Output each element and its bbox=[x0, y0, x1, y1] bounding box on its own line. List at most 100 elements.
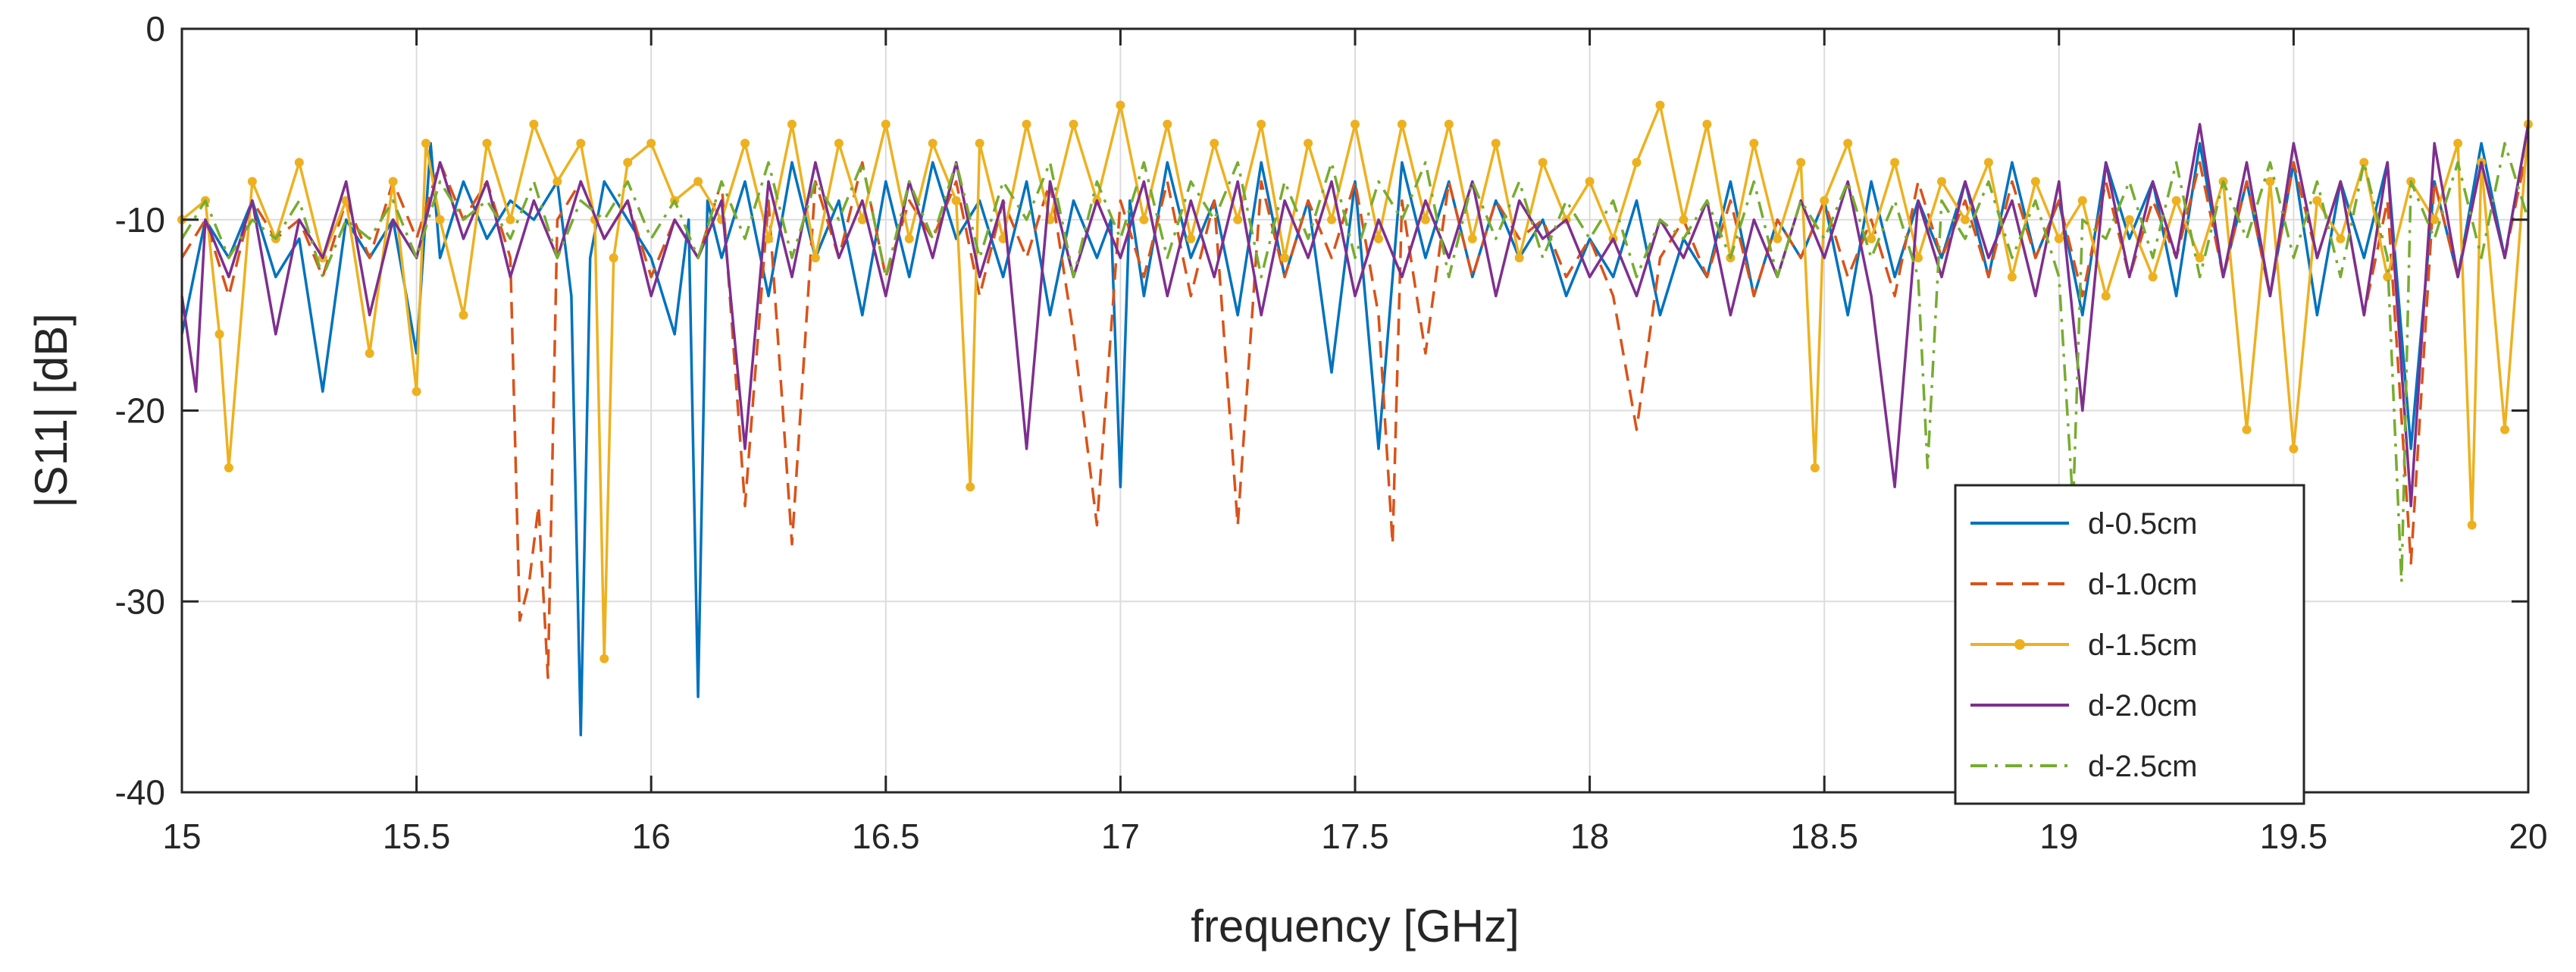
point-d-1.5cm-30 bbox=[787, 119, 797, 129]
x-tick-label-8: 19 bbox=[2039, 817, 2078, 856]
series-d-1.5cm bbox=[177, 100, 2533, 663]
point-d-1.5cm-49 bbox=[1210, 139, 1219, 149]
point-d-1.5cm-59 bbox=[1444, 119, 1454, 129]
point-d-1.5cm-9 bbox=[365, 348, 374, 358]
series-line-d-2.0cm bbox=[180, 123, 2530, 508]
series-line-d-2.5cm bbox=[180, 142, 2530, 584]
point-d-1.5cm-47 bbox=[1163, 119, 1172, 129]
point-d-1.5cm-97 bbox=[2312, 196, 2322, 205]
point-d-1.5cm-103 bbox=[2453, 139, 2463, 149]
point-d-1.5cm-45 bbox=[1116, 100, 1125, 110]
series-line-d-1.5cm bbox=[180, 103, 2530, 660]
point-d-1.5cm-63 bbox=[1538, 158, 1548, 168]
x-tick-label-3: 16.5 bbox=[852, 817, 920, 856]
y-tick-label-2: -20 bbox=[115, 391, 165, 431]
point-d-1.5cm-12 bbox=[421, 139, 430, 149]
point-d-1.5cm-88 bbox=[2101, 291, 2111, 301]
point-d-1.5cm-69 bbox=[1679, 215, 1689, 224]
point-d-1.5cm-51 bbox=[1257, 119, 1266, 129]
point-d-1.5cm-39 bbox=[975, 139, 984, 149]
point-d-1.5cm-53 bbox=[1304, 139, 1313, 149]
point-d-1.5cm-54 bbox=[1327, 215, 1337, 224]
y-tick-label-0: 0 bbox=[146, 9, 165, 49]
point-d-1.5cm-78 bbox=[1867, 234, 1876, 243]
point-d-1.5cm-98 bbox=[2336, 234, 2346, 243]
point-d-1.5cm-83 bbox=[1983, 158, 1993, 168]
point-d-1.5cm-2 bbox=[214, 329, 224, 339]
point-d-1.5cm-36 bbox=[928, 139, 937, 149]
point-d-1.5cm-28 bbox=[740, 139, 750, 149]
point-d-1.5cm-76 bbox=[1820, 196, 1829, 205]
legend-label-d-1.5cm: d-1.5cm bbox=[2088, 629, 2198, 662]
point-d-1.5cm-82 bbox=[1960, 215, 1970, 224]
point-d-1.5cm-104 bbox=[2467, 520, 2477, 530]
y-axis-label: |S11| [dB] bbox=[26, 313, 77, 508]
point-d-1.5cm-18 bbox=[552, 177, 562, 187]
point-d-1.5cm-86 bbox=[2054, 234, 2064, 243]
x-tick-label-0: 15 bbox=[162, 817, 201, 856]
point-d-1.5cm-89 bbox=[2124, 215, 2134, 224]
point-d-1.5cm-85 bbox=[2030, 177, 2040, 187]
point-d-1.5cm-79 bbox=[1890, 158, 1900, 168]
series-layer bbox=[177, 100, 2533, 737]
point-d-1.5cm-3 bbox=[224, 463, 233, 473]
point-d-1.5cm-60 bbox=[1467, 234, 1477, 243]
point-d-1.5cm-52 bbox=[1280, 253, 1290, 263]
point-d-1.5cm-4 bbox=[247, 177, 257, 187]
point-d-1.5cm-80 bbox=[1914, 253, 1923, 263]
point-d-1.5cm-19 bbox=[576, 139, 586, 149]
point-d-1.5cm-61 bbox=[1491, 139, 1501, 149]
point-d-1.5cm-46 bbox=[1139, 215, 1149, 224]
x-tick-label-7: 18.5 bbox=[1790, 817, 1858, 856]
point-d-1.5cm-55 bbox=[1351, 119, 1360, 129]
point-d-1.5cm-50 bbox=[1233, 215, 1243, 224]
y-tick-label-3: -30 bbox=[115, 582, 165, 621]
point-d-1.5cm-21 bbox=[599, 654, 609, 663]
point-d-1.5cm-37 bbox=[951, 196, 961, 205]
point-d-1.5cm-13 bbox=[435, 215, 445, 224]
point-d-1.5cm-92 bbox=[2195, 253, 2205, 263]
x-tick-label-5: 17.5 bbox=[1321, 817, 1389, 856]
point-d-1.5cm-99 bbox=[2359, 158, 2369, 168]
point-d-1.5cm-73 bbox=[1773, 234, 1783, 243]
point-d-1.5cm-6 bbox=[294, 158, 304, 168]
point-d-1.5cm-29 bbox=[764, 234, 773, 243]
point-d-1.5cm-16 bbox=[505, 215, 515, 224]
point-d-1.5cm-32 bbox=[834, 139, 844, 149]
point-d-1.5cm-95 bbox=[2265, 177, 2275, 187]
point-d-1.5cm-43 bbox=[1069, 119, 1078, 129]
point-d-1.5cm-31 bbox=[810, 253, 820, 263]
point-d-1.5cm-74 bbox=[1796, 158, 1806, 168]
point-d-1.5cm-67 bbox=[1632, 158, 1642, 168]
point-d-1.5cm-14 bbox=[459, 310, 468, 320]
x-tick-label-2: 16 bbox=[632, 817, 671, 856]
point-d-1.5cm-68 bbox=[1655, 100, 1665, 110]
point-d-1.5cm-96 bbox=[2289, 444, 2299, 453]
legend-marker-d-1.5cm bbox=[2014, 639, 2025, 650]
point-d-1.5cm-57 bbox=[1397, 119, 1407, 129]
legend-label-d-2.5cm: d-2.5cm bbox=[2088, 750, 2198, 783]
point-d-1.5cm-91 bbox=[2171, 196, 2181, 205]
x-tick-label-1: 15.5 bbox=[383, 817, 451, 856]
point-d-1.5cm-106 bbox=[2500, 425, 2510, 434]
point-d-1.5cm-94 bbox=[2242, 425, 2252, 434]
point-d-1.5cm-34 bbox=[881, 119, 890, 129]
legend-label-d-0.5cm: d-0.5cm bbox=[2088, 507, 2198, 541]
legend-label-d-2.0cm: d-2.0cm bbox=[2088, 689, 2198, 723]
point-d-1.5cm-77 bbox=[1843, 139, 1853, 149]
point-d-1.5cm-87 bbox=[2077, 196, 2087, 205]
point-d-1.5cm-38 bbox=[966, 482, 975, 492]
x-axis-label: frequency [GHz] bbox=[1191, 901, 1520, 952]
point-d-1.5cm-62 bbox=[1514, 253, 1524, 263]
point-d-1.5cm-90 bbox=[2148, 272, 2158, 282]
point-d-1.5cm-17 bbox=[529, 119, 539, 129]
ticks: 15 15.5 16 16.5 17 17.5 18 18.5 19 19.5 20 0 -10 -20 -… bbox=[115, 9, 2548, 856]
point-d-1.5cm-24 bbox=[646, 139, 656, 149]
point-d-1.5cm-75 bbox=[1810, 463, 1820, 473]
point-d-1.5cm-72 bbox=[1749, 139, 1759, 149]
legend-label-d-1.0cm: d-1.0cm bbox=[2088, 568, 2198, 601]
point-d-1.5cm-15 bbox=[482, 139, 492, 149]
series-d-2.5cm bbox=[180, 142, 2530, 584]
